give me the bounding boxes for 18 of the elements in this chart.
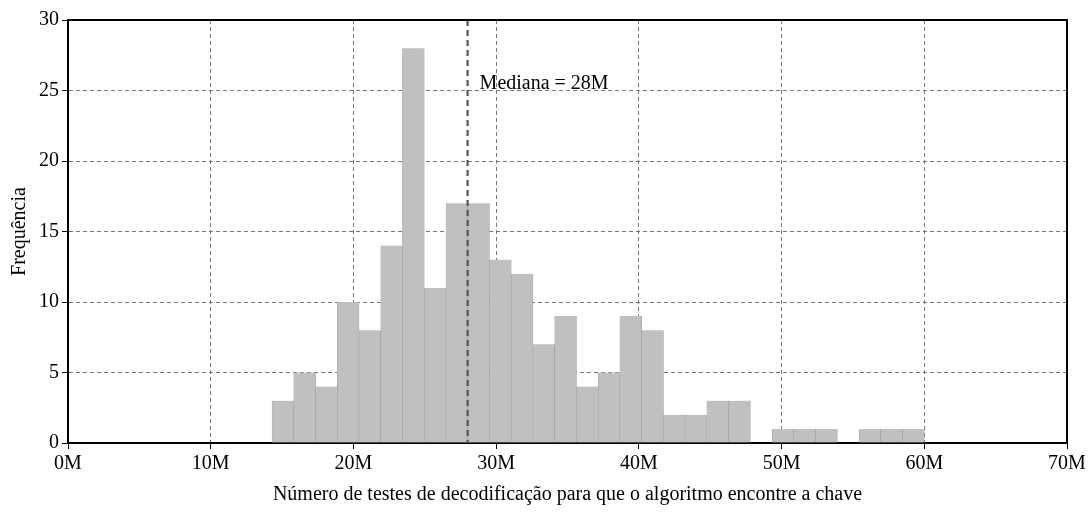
x-tick-label: 70M	[1048, 451, 1087, 474]
y-tick-label: 20	[39, 148, 59, 171]
y-tick-label: 0	[49, 430, 59, 453]
y-tick-label: 25	[39, 77, 59, 100]
y-tick-label: 10	[39, 289, 59, 312]
ref-line-label: Mediana = 28M	[479, 70, 609, 93]
x-tick-label: 0M	[54, 451, 83, 474]
x-tick-label: 20M	[334, 451, 373, 474]
x-axis-title: Número de testes de decodificação para que o algoritmo encontre a chave	[272, 482, 863, 506]
y-tick-label: 5	[49, 359, 59, 382]
x-tick-label: 60M	[905, 451, 944, 474]
x-tick-label: 30M	[477, 451, 516, 474]
y-tick-label: 15	[39, 218, 59, 241]
y-tick-label: 30	[39, 7, 59, 30]
x-tick-label: 50M	[762, 451, 801, 474]
y-axis-title: Frequência	[7, 186, 31, 276]
x-tick-label: 10M	[191, 451, 230, 474]
x-tick-label: 40M	[619, 451, 658, 474]
